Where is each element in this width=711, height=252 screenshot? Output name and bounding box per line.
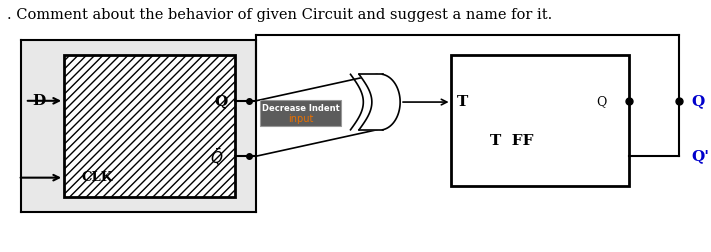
Text: Q: Q: [596, 96, 606, 109]
Text: . Comment about the behavior of given Circuit and suggest a name for it.: . Comment about the behavior of given Ci…: [7, 8, 552, 22]
Text: input: input: [288, 114, 313, 123]
Bar: [451, 55, 629, 186]
Text: T  FF: T FF: [490, 134, 534, 148]
Bar: [64, 55, 235, 197]
Text: Decrease Indent: Decrease Indent: [262, 104, 339, 112]
Text: Q': Q': [691, 149, 709, 163]
Text: T: T: [456, 95, 468, 109]
Bar: [21, 40, 256, 212]
Polygon shape: [359, 74, 400, 130]
Text: Q: Q: [215, 94, 228, 108]
Text: CLK: CLK: [82, 171, 113, 184]
Text: Q: Q: [691, 94, 705, 108]
Text: $\bar{Q}$: $\bar{Q}$: [210, 147, 223, 168]
Text: D: D: [33, 94, 46, 108]
FancyBboxPatch shape: [260, 100, 341, 126]
